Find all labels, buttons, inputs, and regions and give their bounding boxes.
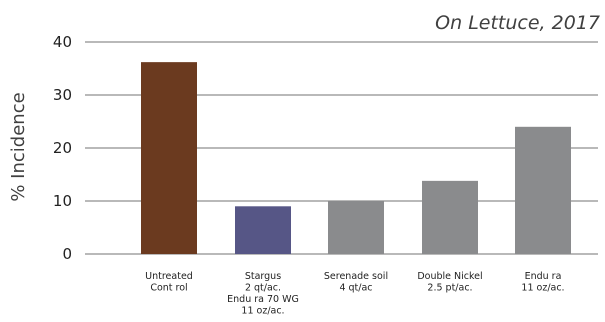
x-axis-ticks: Untreated Cont rol Stargus 2 qt/ac. Endu ra … xyxy=(145,271,564,317)
y-tick-label: 10 xyxy=(53,192,72,210)
y-tick-label: 0 xyxy=(62,245,72,263)
y-axis-ticks: 0 10 20 30 40 xyxy=(53,33,72,263)
bar-2 xyxy=(235,206,291,254)
y-tick-label: 30 xyxy=(53,86,72,104)
x-tick-label: Untreated Cont rol xyxy=(145,271,193,294)
bar-1 xyxy=(141,62,197,254)
x-tick-label: Stargus 2 qt/ac. Endu ra 70 WG 11 oz/ac. xyxy=(227,271,299,317)
x-tick-label: Endu ra 11 oz/ac. xyxy=(521,271,564,294)
y-tick-label: 40 xyxy=(53,33,72,51)
chart-title: On Lettuce, 2017 xyxy=(435,12,600,34)
x-tick-label: Serenade soil 4 qt/ac xyxy=(324,271,388,294)
bar-5 xyxy=(515,126,571,254)
y-tick-label: 20 xyxy=(53,139,72,157)
x-tick-label: Double Nickel 2.5 pt/ac. xyxy=(417,271,482,294)
bar-4 xyxy=(422,180,478,254)
bars xyxy=(141,62,571,254)
bar-3 xyxy=(328,201,384,254)
y-axis-label: % Incidence xyxy=(8,92,29,201)
